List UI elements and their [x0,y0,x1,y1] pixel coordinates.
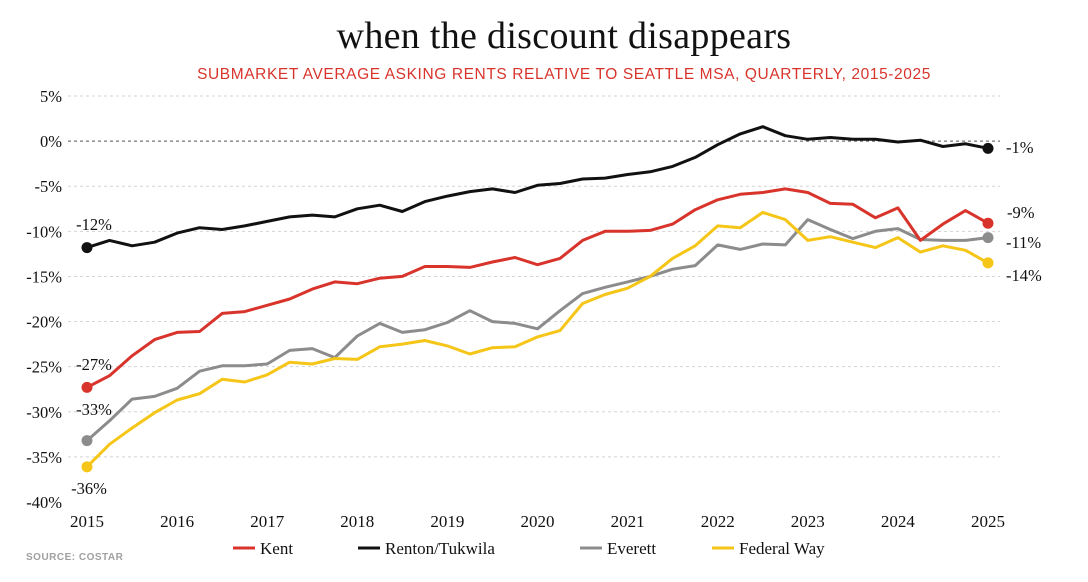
start-value-label: -33% [76,400,112,419]
chart-title: when the discount disappears [336,15,792,57]
x-tick-label: 2016 [160,512,194,531]
y-tick-label: -5% [35,177,63,196]
series-start-dot [81,461,93,473]
x-tick-label: 2021 [611,512,645,531]
end-value-label: -9% [1007,203,1035,222]
y-tick-label: 5% [40,87,62,106]
series-line-kent [85,187,990,389]
series-line-federal-way [85,210,990,469]
series-end-dot [982,232,994,244]
x-axis-tick-labels: 2015 2016 2017 2018 2019 2020 2021 2022 2023 2024… [70,512,1005,531]
y-tick-label: -25% [26,358,62,377]
series-end-dot [982,257,994,269]
y-tick-label: -35% [26,448,62,467]
series-line-everett [85,218,990,443]
legend-label: Federal Way [739,539,825,558]
series-start-dot [81,381,93,393]
x-tick-label: 2023 [791,512,825,531]
end-labels: -27% -9% -12% -1% -33% -11% -36% -14% [71,138,1042,498]
series-end-dot [982,142,994,154]
legend: Kent Renton/Tukwila Everett Federal Way [233,539,825,558]
source-note: SOURCE: COSTAR [26,552,124,563]
end-value-label: -1% [1006,138,1034,157]
series-line-renton-tukwila [85,125,990,250]
x-tick-label: 2015 [70,512,104,531]
series-end-dot [982,217,994,229]
series-start-dot [81,435,93,447]
x-tick-label: 2024 [881,512,916,531]
x-tick-label: 2025 [971,512,1005,531]
grid-lines [68,95,1000,458]
legend-label: Everett [607,539,656,558]
y-tick-label: -15% [26,267,62,286]
y-axis-tick-labels: 5% 0% -5% -10% -15% -20% -25% -30% -35% -40% [26,87,62,512]
x-tick-label: 2017 [250,512,285,531]
series-lines [81,125,994,473]
start-value-label: -36% [71,479,107,498]
end-value-label: -11% [1006,233,1041,252]
x-tick-label: 2022 [701,512,735,531]
x-tick-label: 2020 [521,512,555,531]
y-tick-label: -30% [26,403,62,422]
start-value-label: -27% [76,355,112,374]
y-tick-label: -20% [26,313,62,332]
legend-label: Renton/Tukwila [385,539,495,558]
start-value-label: -12% [76,215,112,234]
x-tick-label: 2019 [430,512,464,531]
end-value-label: -14% [1006,266,1042,285]
y-tick-label: -10% [26,222,62,241]
x-tick-label: 2018 [340,512,374,531]
y-tick-label: -40% [26,493,62,512]
chart-subtitle: SUBMARKET AVERAGE ASKING RENTS RELATIVE … [197,66,931,83]
y-tick-label: 0% [40,132,62,151]
series-start-dot [81,242,93,254]
legend-label: Kent [260,539,293,558]
